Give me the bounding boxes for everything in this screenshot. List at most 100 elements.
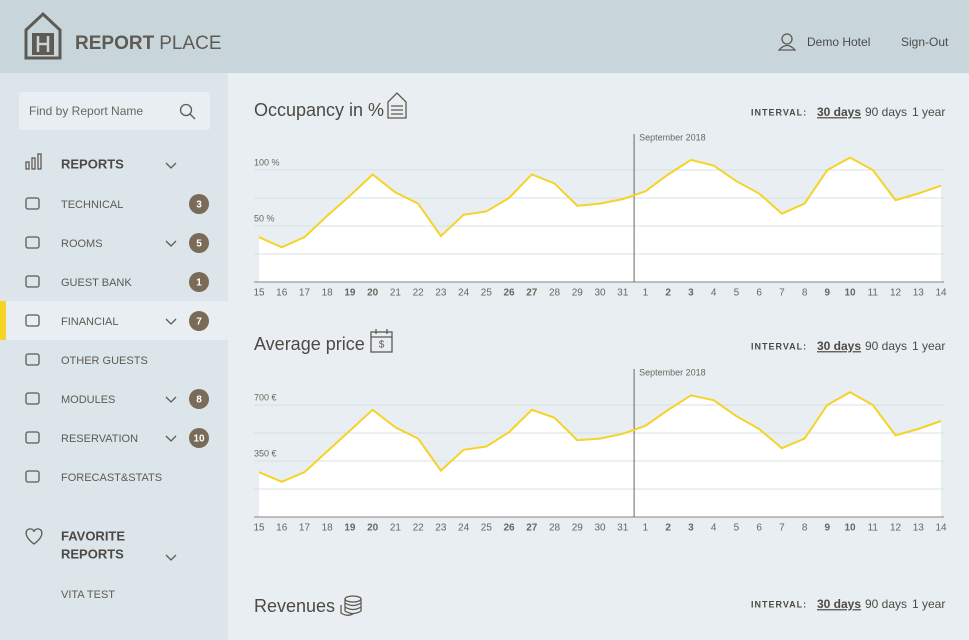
x-tick-label: 26 [504, 288, 516, 299]
user-icon [777, 33, 797, 51]
x-tick-label: 6 [756, 288, 762, 299]
x-tick-label: 20 [367, 523, 379, 534]
x-tick-label: 30 [594, 523, 606, 534]
interval-option[interactable]: 30 days [817, 105, 861, 119]
x-tick-label: 3 [688, 523, 694, 534]
item-icon [25, 236, 40, 249]
favorites-title: FAVORITE [61, 528, 125, 543]
menu-item[interactable]: RESERVATION [61, 433, 138, 445]
logo[interactable] [24, 11, 62, 60]
badge [189, 311, 209, 331]
y-tick-label: 100 % [254, 157, 280, 167]
x-tick-label: 12 [890, 288, 902, 299]
interval-option[interactable]: 90 days [865, 105, 907, 119]
x-tick-label: 11 [868, 523, 879, 534]
x-tick-label: 30 [594, 288, 606, 299]
badge-count: 8 [196, 395, 202, 406]
menu-item[interactable]: FORECAST&STATS [61, 472, 162, 484]
brand-bold: REPORT [75, 33, 155, 54]
x-tick-label: 16 [276, 523, 288, 534]
x-tick-label: 16 [276, 288, 288, 299]
x-tick-label: 12 [890, 523, 902, 534]
chevron [165, 435, 177, 442]
x-tick-label: 4 [711, 288, 717, 299]
x-tick-label: 22 [413, 288, 425, 299]
menu-item[interactable]: OTHER GUESTS [61, 355, 148, 367]
x-tick-label: 8 [802, 288, 808, 299]
area [259, 157, 941, 282]
menu-item[interactable]: FINANCIAL [61, 316, 118, 328]
sign-out[interactable]: Sign-Out [901, 35, 949, 49]
x-tick-label: 23 [435, 288, 447, 299]
x-tick-label: 6 [756, 523, 762, 534]
x-tick-label: 22 [413, 523, 425, 534]
interval-option[interactable]: 30 days [817, 597, 861, 611]
x-tick-label: 7 [779, 288, 785, 299]
x-tick-label: 27 [526, 523, 538, 534]
x-tick-label: 29 [572, 523, 584, 534]
interval-label: INTERVAL: [751, 599, 807, 609]
x-tick-label: 2 [665, 288, 671, 299]
item-icon [25, 197, 40, 210]
interval-option[interactable]: 90 days [865, 339, 907, 353]
x-tick-label: 5 [734, 523, 740, 534]
favorite-item[interactable]: VITA TEST [61, 589, 115, 601]
interval-label: INTERVAL: [751, 341, 807, 351]
interval-option[interactable]: 1 year [912, 105, 945, 119]
item-icon [25, 353, 40, 366]
x-tick-label: 25 [481, 288, 493, 299]
chart-title: Average price [254, 334, 365, 354]
interval-option[interactable]: 1 year [912, 339, 945, 353]
x-tick-label: 14 [935, 523, 947, 534]
x-tick-label: 31 [617, 288, 629, 299]
menu-item[interactable]: MODULES [61, 394, 115, 406]
search-box[interactable] [19, 92, 210, 130]
x-tick-label: 18 [322, 288, 334, 299]
badge-count: 1 [196, 278, 202, 289]
chevron [165, 162, 177, 169]
user-name[interactable]: Demo Hotel [807, 35, 870, 49]
interval-option[interactable]: 90 days [865, 597, 907, 611]
x-tick-label: 13 [913, 523, 925, 534]
reports-icon [25, 153, 42, 170]
badge-count: 7 [196, 317, 202, 328]
x-tick-label: 19 [344, 288, 356, 299]
badge [189, 233, 209, 253]
x-tick-label: 10 [845, 523, 857, 534]
x-tick-label: 25 [481, 523, 493, 534]
header-bg [0, 0, 969, 73]
search-placeholder: Find by Report Name [29, 104, 143, 118]
line [258, 156, 942, 249]
x-tick-label: 5 [734, 288, 740, 299]
x-tick-label: 9 [825, 288, 831, 299]
revenues-icon [340, 595, 362, 616]
menu-item[interactable]: GUEST BANK [61, 277, 132, 289]
x-tick-label: 14 [935, 288, 947, 299]
chevron [165, 396, 177, 403]
x-tick-label: 21 [390, 523, 402, 534]
x-tick-label: 24 [458, 523, 470, 534]
x-tick-label: 13 [913, 288, 925, 299]
reports-title[interactable]: REPORTS [61, 156, 124, 171]
x-tick-label: 28 [549, 288, 561, 299]
x-tick-label: 2 [665, 523, 671, 534]
x-tick-label: 21 [390, 288, 402, 299]
month-label: September 2018 [639, 132, 706, 142]
menu-item[interactable]: ROOMS [61, 238, 103, 250]
section-title: Revenues [254, 596, 335, 616]
heart-icon [25, 528, 43, 545]
x-tick-label: 17 [299, 288, 311, 299]
x-tick-label: 29 [572, 288, 584, 299]
x-tick-label: 1 [643, 523, 649, 534]
x-tick-label: 20 [367, 288, 379, 299]
month-label: September 2018 [639, 367, 706, 377]
interval-option[interactable]: 30 days [817, 339, 861, 353]
favorites-title: REPORTS [61, 546, 124, 561]
search-icon [179, 103, 196, 120]
interval-option[interactable]: 1 year [912, 597, 945, 611]
x-tick-label: 8 [802, 523, 808, 534]
chevron [165, 554, 177, 561]
menu-item[interactable]: TECHNICAL [61, 199, 123, 211]
x-tick-label: 3 [688, 288, 694, 299]
x-tick-label: 15 [253, 288, 265, 299]
